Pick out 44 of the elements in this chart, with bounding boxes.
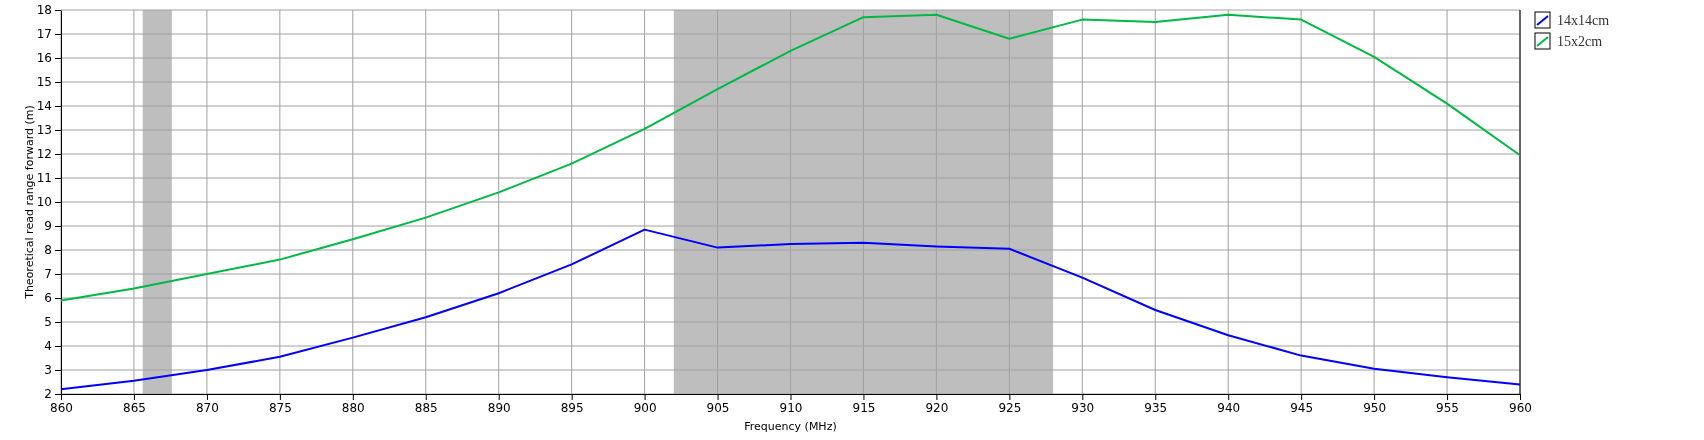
- y-tick-label: 13: [36, 123, 52, 138]
- y-axis-title: Theoretical read range forward (m): [23, 105, 36, 300]
- x-tick-label: 955: [1436, 400, 1459, 415]
- x-tick-label: 860: [50, 400, 73, 415]
- x-tick-label: 870: [195, 400, 219, 415]
- y-tick-label: 4: [44, 339, 52, 354]
- x-tick-label: 885: [414, 400, 438, 415]
- x-tick-label: 960: [1509, 400, 1532, 415]
- x-tick-label: 915: [852, 400, 876, 415]
- y-tick-label: 17: [36, 27, 52, 42]
- y-tick-label: 9: [44, 219, 52, 234]
- y-tick-label: 8: [44, 243, 52, 258]
- legend-label: 14x14cm: [1557, 13, 1610, 28]
- x-tick-label: 925: [998, 400, 1022, 415]
- line-series: [60, 13, 1521, 302]
- line-series: [60, 228, 1521, 391]
- x-axis-title: Frequency (MHz): [744, 420, 837, 433]
- y-tick-label: 10: [36, 195, 52, 210]
- x-tick-label: 920: [925, 400, 949, 415]
- y-tick-label: 6: [44, 291, 52, 306]
- x-tick-label: 890: [487, 400, 511, 415]
- y-tick-label: 7: [44, 267, 52, 282]
- legend-label: 15x2cm: [1557, 34, 1603, 49]
- y-tick-label: 12: [36, 147, 52, 162]
- y-tick-label: 15: [36, 75, 52, 90]
- y-tick-label: 16: [36, 51, 52, 66]
- x-tick-label: 935: [1144, 400, 1168, 415]
- x-tick-label: 950: [1363, 400, 1387, 415]
- x-tick-label: 910: [779, 400, 803, 415]
- x-tick-label: 865: [123, 400, 146, 415]
- x-tick-label: 875: [268, 400, 292, 415]
- y-tick-label: 18: [36, 3, 52, 18]
- y-tick-label: 2: [44, 387, 52, 402]
- y-tick-label: 3: [44, 363, 52, 378]
- x-tick-label: 930: [1071, 400, 1095, 415]
- x-tick-label: 940: [1217, 400, 1241, 415]
- x-tick-label: 945: [1290, 400, 1314, 415]
- x-tick-label: 905: [706, 400, 730, 415]
- x-tick-label: 895: [560, 400, 584, 415]
- y-tick-label: 5: [44, 315, 52, 330]
- x-tick-label: 880: [341, 400, 365, 415]
- y-tick-label: 11: [36, 171, 52, 186]
- x-tick-label: 900: [633, 400, 657, 415]
- y-tick-label: 14: [36, 99, 52, 114]
